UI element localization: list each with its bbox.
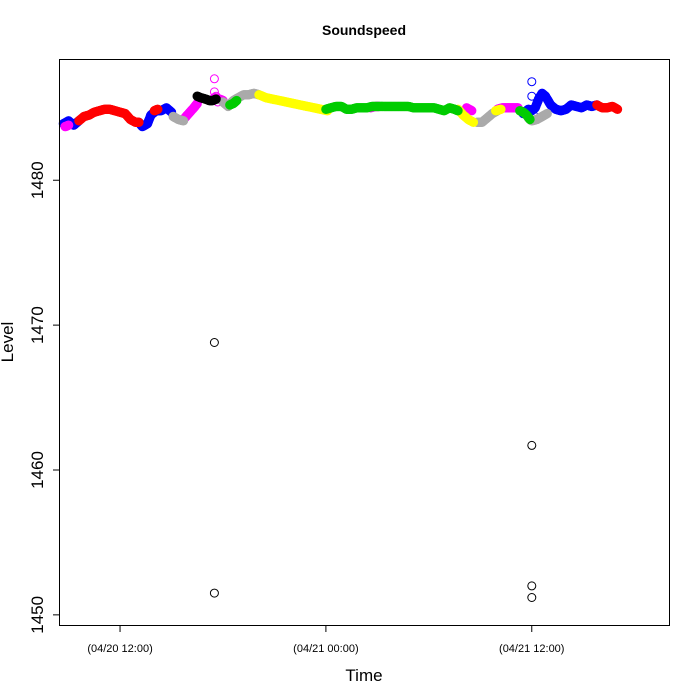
data-point [178,116,189,126]
data-point [612,104,623,115]
x-tick-label: (04/21 00:00) [293,643,358,655]
outlier-point [209,338,219,347]
data-point [453,106,463,116]
outlier-point [527,91,537,101]
series-1 [74,100,623,128]
data-point [525,114,535,125]
y-tick-label: 1470 [28,306,47,344]
x-tick-label: (04/20 12:00) [87,643,152,655]
series-5 [254,90,506,128]
data-points-layer [58,74,623,602]
data-point [232,95,242,106]
plot-frame [59,59,670,626]
chart-title: Soundspeed [322,22,406,38]
x-axis-label: Time [345,666,382,685]
y-tick-label: 1480 [28,161,47,199]
outlier-point [209,588,219,598]
data-point [468,117,479,128]
x-tick-label: (04/21 12:00) [499,643,564,655]
data-point [467,106,477,116]
series-4 [192,91,537,602]
data-point [542,108,552,119]
axes-layer: (04/20 12:00) (04/21 00:00) (04/21 12:00) 1… [28,161,564,655]
data-point [496,104,506,115]
outlier-point [527,593,537,602]
data-point [211,94,221,104]
y-tick-label: 1460 [28,451,47,489]
outlier-point [209,74,219,84]
outlier-point [527,77,537,87]
outlier-point [527,581,537,591]
series-6 [225,95,535,125]
y-axis-label: Level [0,322,17,363]
data-point [153,104,163,115]
y-tick-label: 1450 [28,596,47,634]
data-point [134,117,144,128]
outlier-point [527,440,537,450]
data-point [63,120,74,130]
